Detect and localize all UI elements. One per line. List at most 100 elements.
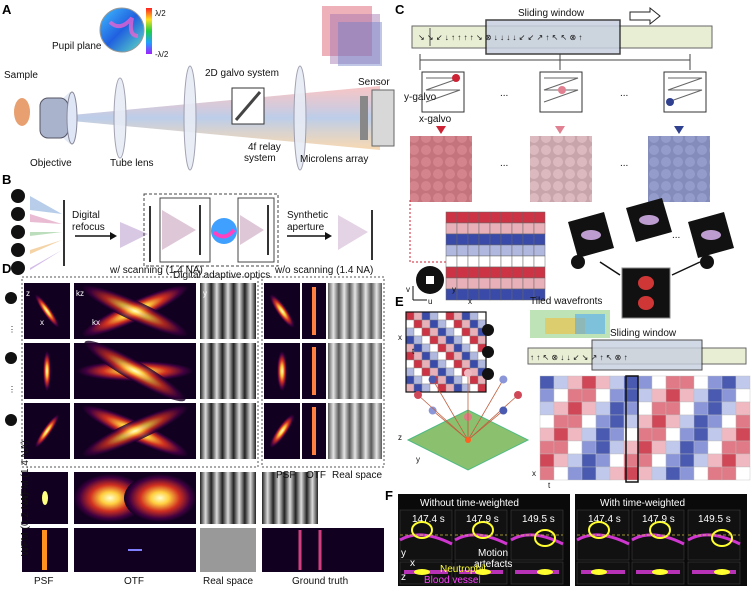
timeline-cell (693, 440, 709, 455)
phase-cell (511, 211, 524, 224)
view-marker-3 (700, 255, 714, 269)
view-psf-2 (639, 215, 659, 225)
phase-cell (533, 222, 546, 235)
objective-lens (39, 97, 69, 139)
motion-label-2: artefacts (474, 559, 512, 570)
wavefront-cell (413, 319, 423, 329)
optical-beam-path (40, 86, 380, 150)
timeline-cell (651, 388, 667, 403)
sample-label: Sample (4, 70, 38, 81)
angle-marker-3 (11, 225, 25, 239)
dao-label: Digital adaptive optics (173, 270, 270, 281)
angle-marker-5 (11, 261, 25, 275)
d-real-space (200, 343, 256, 399)
panel-d-letter: D (2, 261, 11, 276)
d-axis-z: z (26, 289, 30, 298)
e-sliding-window-box (591, 339, 703, 371)
wfm02-label: WFM (0.2 NA) (20, 492, 31, 556)
phase-colorbar (146, 8, 152, 54)
c-y-axis-label: y (452, 285, 456, 294)
f-without-t3: 149.5 s (522, 514, 555, 525)
d-row2-marker (5, 352, 17, 364)
wavefront-cell (405, 327, 415, 337)
wavefront-cell (469, 335, 479, 345)
col-psf-label: PSF (34, 576, 53, 587)
phase-cell (533, 244, 546, 257)
timeline-cell (707, 427, 723, 442)
wavefront-cell (429, 319, 439, 329)
wavefront-cell (453, 383, 463, 393)
timeline-cell (679, 414, 695, 429)
wavefront-cell (421, 327, 431, 337)
e-big-axis-t: t (548, 481, 551, 490)
timeline-cell (707, 453, 723, 468)
v-axis-label: v (406, 285, 410, 294)
wavefront-cell (405, 383, 415, 393)
wavefront-cell (469, 359, 479, 369)
wfm14-otf-lobe-left (74, 474, 146, 522)
image-stack-mid (330, 14, 380, 64)
wavefront-cell (429, 311, 439, 321)
timeline-cell (637, 466, 653, 481)
timeline-cell (679, 401, 695, 416)
image-stack-red (322, 6, 372, 56)
panel-a: A λ/2 -λ/2 Sample Pupil plane Objective … (2, 2, 395, 171)
sensor-label: Sensor (358, 77, 390, 88)
wfm14-label: WFM (1.4 NA) (20, 440, 31, 504)
f-neutrophil (472, 521, 494, 539)
phase-cell (478, 222, 491, 235)
timeline-cell (679, 427, 695, 442)
ray-endpoint (464, 369, 472, 377)
wo-psf-label: PSF (276, 470, 295, 481)
phase-cell (489, 277, 502, 290)
timeline-cell (735, 453, 751, 468)
phase-cell (478, 244, 491, 257)
wavefront-cell (461, 335, 471, 345)
phase-cell (533, 266, 546, 279)
timeline-cell (665, 440, 681, 455)
phase-cell (467, 222, 480, 235)
wavefront-cell (453, 319, 463, 329)
wavefront-cell (445, 359, 455, 369)
timeline-cell (581, 466, 597, 481)
timeline-cell (651, 440, 667, 455)
timeline-cell (735, 388, 751, 403)
wavefront-cell (469, 327, 479, 337)
timeline-cell (721, 414, 737, 429)
phase-cell (489, 255, 502, 268)
f-neutrophil (411, 521, 433, 539)
wo-otf-line (312, 287, 316, 335)
f-side-cell (537, 569, 553, 575)
marker-pink (555, 126, 565, 134)
motion-label-1: Motion (478, 548, 508, 559)
wavefront-cell (413, 375, 423, 385)
wfm02-real-space (200, 528, 256, 572)
f-axis-z: z (401, 572, 406, 583)
view-ray-2 (30, 214, 62, 224)
wavefront-cell (413, 335, 423, 345)
d-otf-lobe-b (82, 405, 188, 457)
galvo-mirror (234, 91, 262, 121)
timeline-cell (609, 401, 625, 416)
without-scanning-label: w/o scanning (1.4 NA) (274, 265, 373, 276)
lenslet-overlay-red (410, 136, 472, 202)
view-marker-1 (571, 255, 585, 269)
angle-marker-4 (11, 243, 25, 257)
wfm14-real-space (200, 472, 256, 524)
phase-cell (489, 244, 502, 257)
phase-cell (522, 244, 535, 257)
e-marker-1 (482, 324, 494, 336)
d-otf-lobe-b (82, 285, 188, 337)
c-ellipsis-3: ... (500, 158, 508, 169)
phase-cell (478, 277, 491, 290)
galvo-position-3 (666, 98, 674, 106)
f-with-t3: 149.5 s (698, 514, 731, 525)
phase-cell (467, 277, 480, 290)
timeline-cell (595, 414, 611, 429)
wavefront-cell (413, 351, 423, 361)
panel-f-letter: F (385, 488, 393, 503)
view-psf-1 (581, 230, 601, 240)
d-psf-spot (35, 294, 59, 328)
dao-dashed-frame (143, 193, 279, 267)
e-axis-y: y (416, 455, 420, 464)
